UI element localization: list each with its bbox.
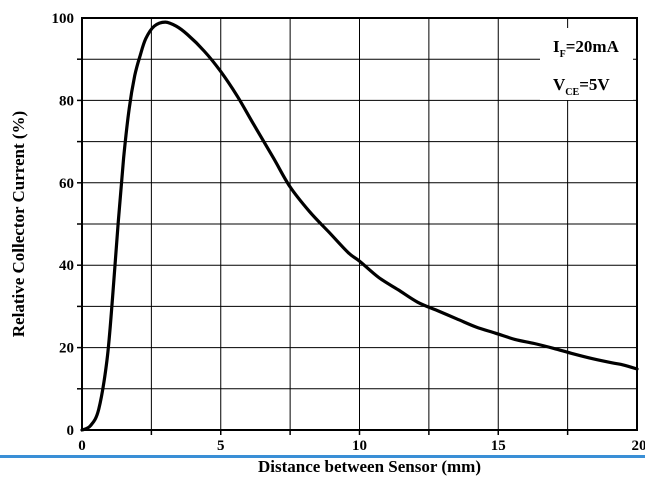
- tick-labels: 0 5 10 15 20 0 20 40 60 80 100: [52, 11, 645, 454]
- x-tick-label: 20: [632, 438, 645, 454]
- bottom-rule: [0, 455, 645, 458]
- y-tick-label: 20: [59, 341, 74, 357]
- x-tick-label: 5: [217, 438, 225, 454]
- annotation-vce: VCE=5V: [553, 75, 610, 98]
- annotation-box: IF=20mA VCE=5V: [540, 28, 633, 100]
- y-axis-label: Relative Collector Current (%): [9, 111, 28, 337]
- x-tick-label: 15: [491, 438, 506, 454]
- y-tick-label: 0: [67, 423, 75, 439]
- y-tick-label: 100: [52, 11, 75, 27]
- series-line: [80, 20, 639, 432]
- grid-lines: [77, 18, 637, 435]
- x-axis-label: Distance between Sensor (mm): [258, 457, 481, 476]
- plot-frame: [81, 17, 638, 431]
- x-tick-label: 10: [352, 438, 367, 454]
- y-tick-label: 60: [59, 176, 74, 192]
- y-tick-label: 40: [59, 258, 74, 274]
- x-tick-label: 0: [78, 438, 86, 454]
- y-tick-label: 80: [59, 93, 74, 109]
- annotation-if: IF=20mA: [553, 37, 620, 60]
